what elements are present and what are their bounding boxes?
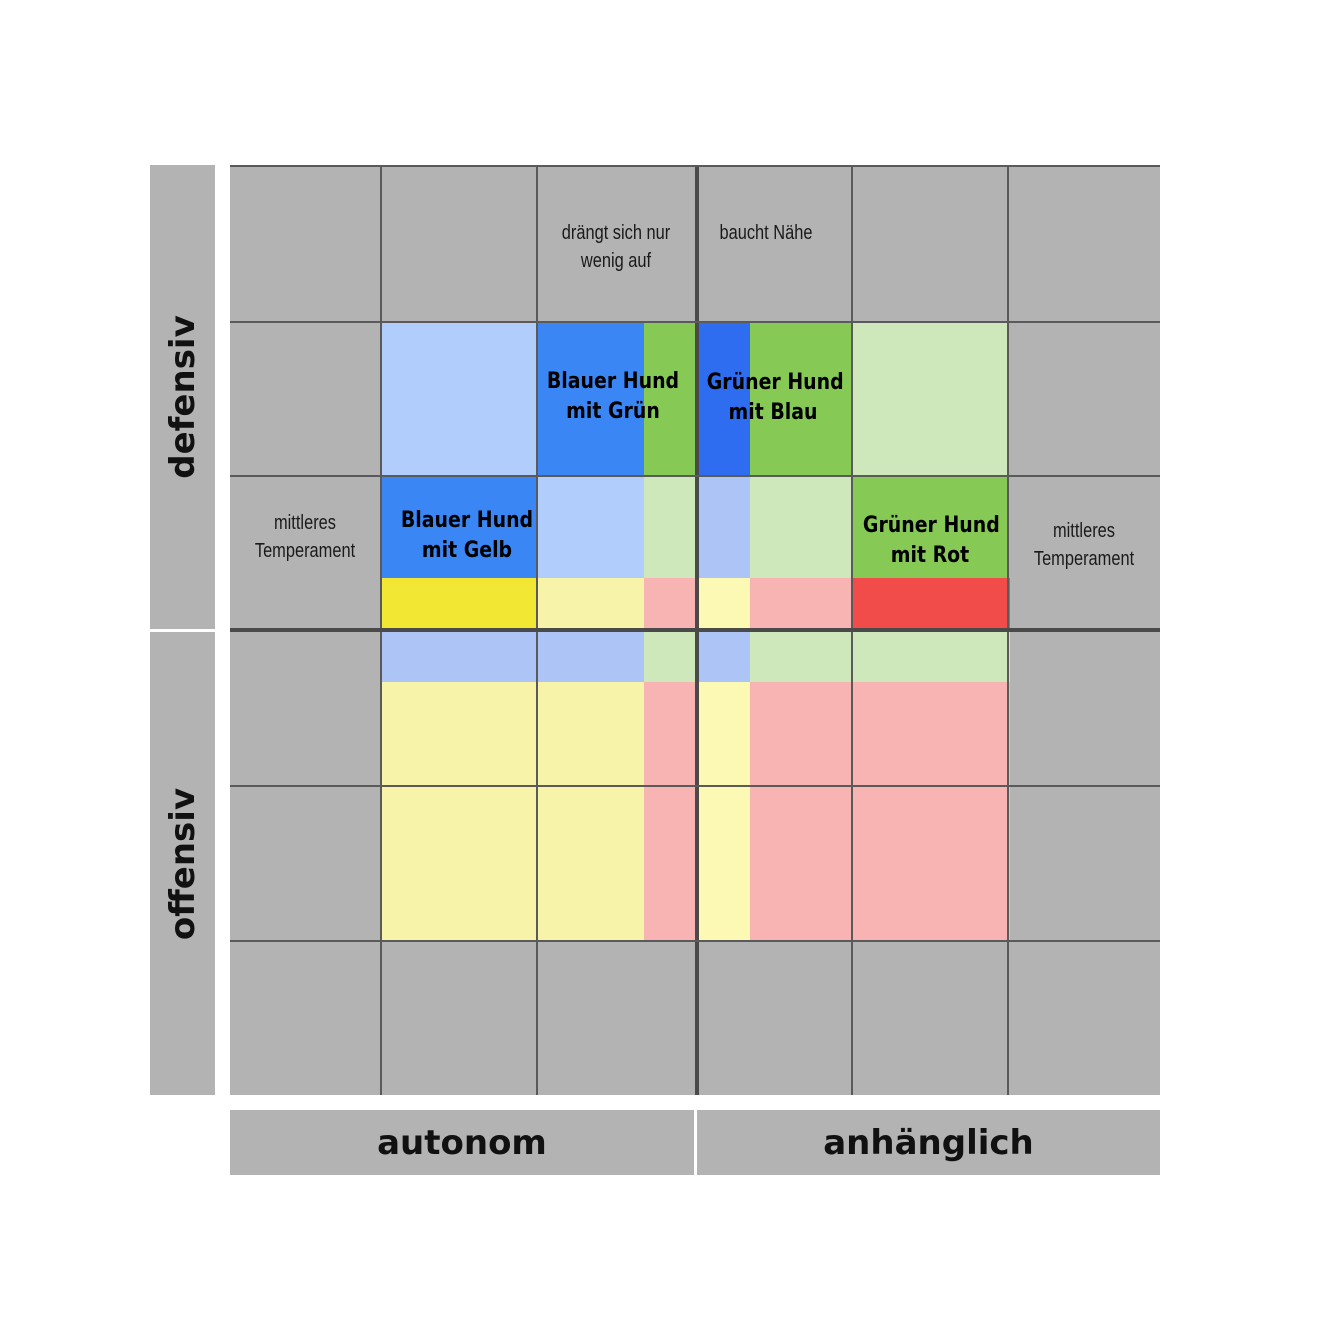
- dependent-axis-bar: anhänglich: [697, 1110, 1160, 1175]
- cell-light-red: [750, 578, 852, 630]
- grid-line: [230, 940, 1160, 942]
- cell-strong-yellow: [382, 578, 536, 630]
- grid-line: [230, 475, 1160, 477]
- cell-light-green: [852, 322, 1008, 475]
- cell-light-green: [750, 630, 1010, 682]
- label-green-dog-with-blue: Grüner Hund mit Blau: [706, 370, 844, 425]
- cell-strong-green: [644, 322, 696, 475]
- offensive-axis-label: offensiv: [162, 787, 203, 940]
- grid-center-line: [230, 628, 1160, 632]
- note-medium-temperament-right: mittleres Temperament: [1033, 520, 1135, 570]
- offensive-axis-bar: offensiv: [150, 632, 215, 1095]
- cell-strong-red: [852, 578, 1010, 630]
- grid-line: [230, 785, 1160, 787]
- cell-strong-green: [750, 322, 852, 475]
- cell-strong-blue: [382, 475, 536, 578]
- cell-light-blue: [536, 475, 644, 578]
- cell-light-green: [750, 475, 852, 578]
- cell-light-blue: [382, 322, 536, 475]
- temperament-grid: drängt sich nur wenig auf baucht Nähe mi…: [230, 165, 1160, 1095]
- grid-line: [230, 321, 1160, 323]
- cell-strong-blue-dark: [696, 322, 750, 475]
- grid-line: [230, 165, 1160, 167]
- label-blue-dog-with-green: Blauer Hund mit Grün: [546, 369, 680, 424]
- cell-light-green: [644, 630, 696, 682]
- cell-light-red: [750, 682, 1010, 940]
- label-green-dog-with-red: Grüner Hund mit Rot: [862, 513, 1000, 568]
- cell-light-yellow-alt: [696, 578, 750, 630]
- cell-light-yellow: [536, 578, 644, 630]
- cell-light-yellow: [382, 682, 644, 940]
- defensive-axis-bar: defensiv: [150, 165, 215, 629]
- note-intrusive: drängt sich nur wenig auf: [561, 222, 671, 272]
- note-medium-temperament-left: mittleres Temperament: [254, 512, 356, 562]
- cell-light-green: [644, 475, 696, 578]
- cell-light-blue-alt: [696, 475, 750, 578]
- cell-strong-green: [852, 475, 1008, 578]
- cell-light-red: [644, 682, 696, 940]
- autonomous-axis-bar: autonom: [230, 1110, 694, 1175]
- note-needs-closeness: baucht Nähe: [719, 222, 813, 244]
- cell-strong-blue: [536, 322, 644, 475]
- cell-light-blue-alt: [696, 630, 750, 682]
- dependent-axis-label: anhänglich: [823, 1122, 1034, 1163]
- cell-light-yellow-alt: [696, 682, 750, 940]
- defensive-axis-label: defensiv: [162, 315, 203, 479]
- label-blue-dog-with-yellow: Blauer Hund mit Gelb: [400, 508, 534, 563]
- cell-light-red: [644, 578, 696, 630]
- cell-light-blue-alt: [382, 630, 644, 682]
- autonomous-axis-label: autonom: [377, 1122, 547, 1163]
